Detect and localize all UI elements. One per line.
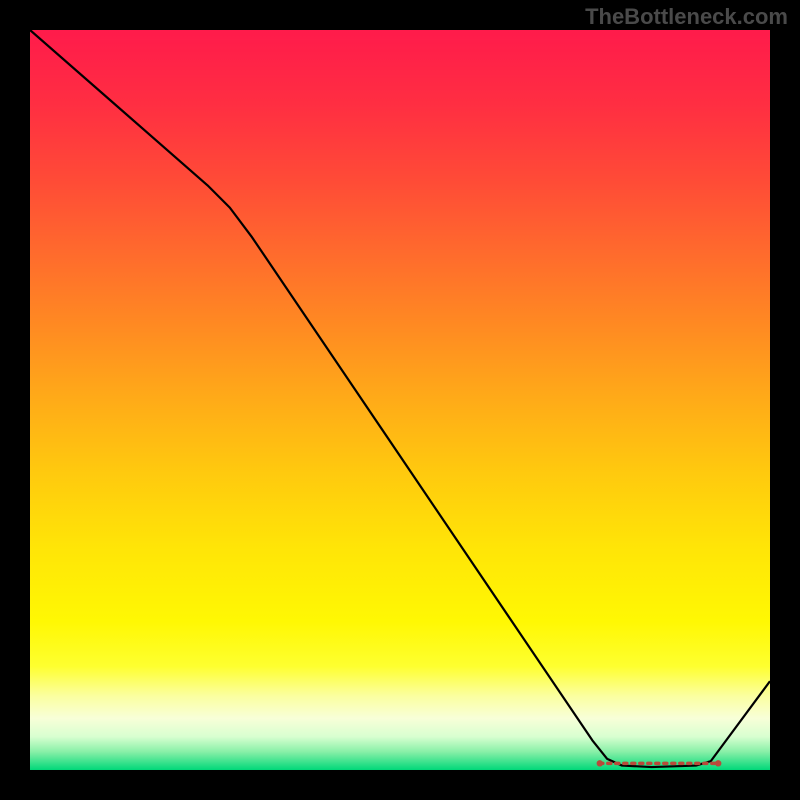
attribution-label: TheBottleneck.com xyxy=(585,4,788,30)
plot-area xyxy=(30,30,770,770)
gradient-rect xyxy=(30,30,770,770)
marker-ribbon-start-dot xyxy=(597,760,603,766)
plot-svg xyxy=(30,30,770,770)
marker-ribbon-end-dot xyxy=(715,760,721,766)
chart-root: TheBottleneck.com xyxy=(0,0,800,800)
